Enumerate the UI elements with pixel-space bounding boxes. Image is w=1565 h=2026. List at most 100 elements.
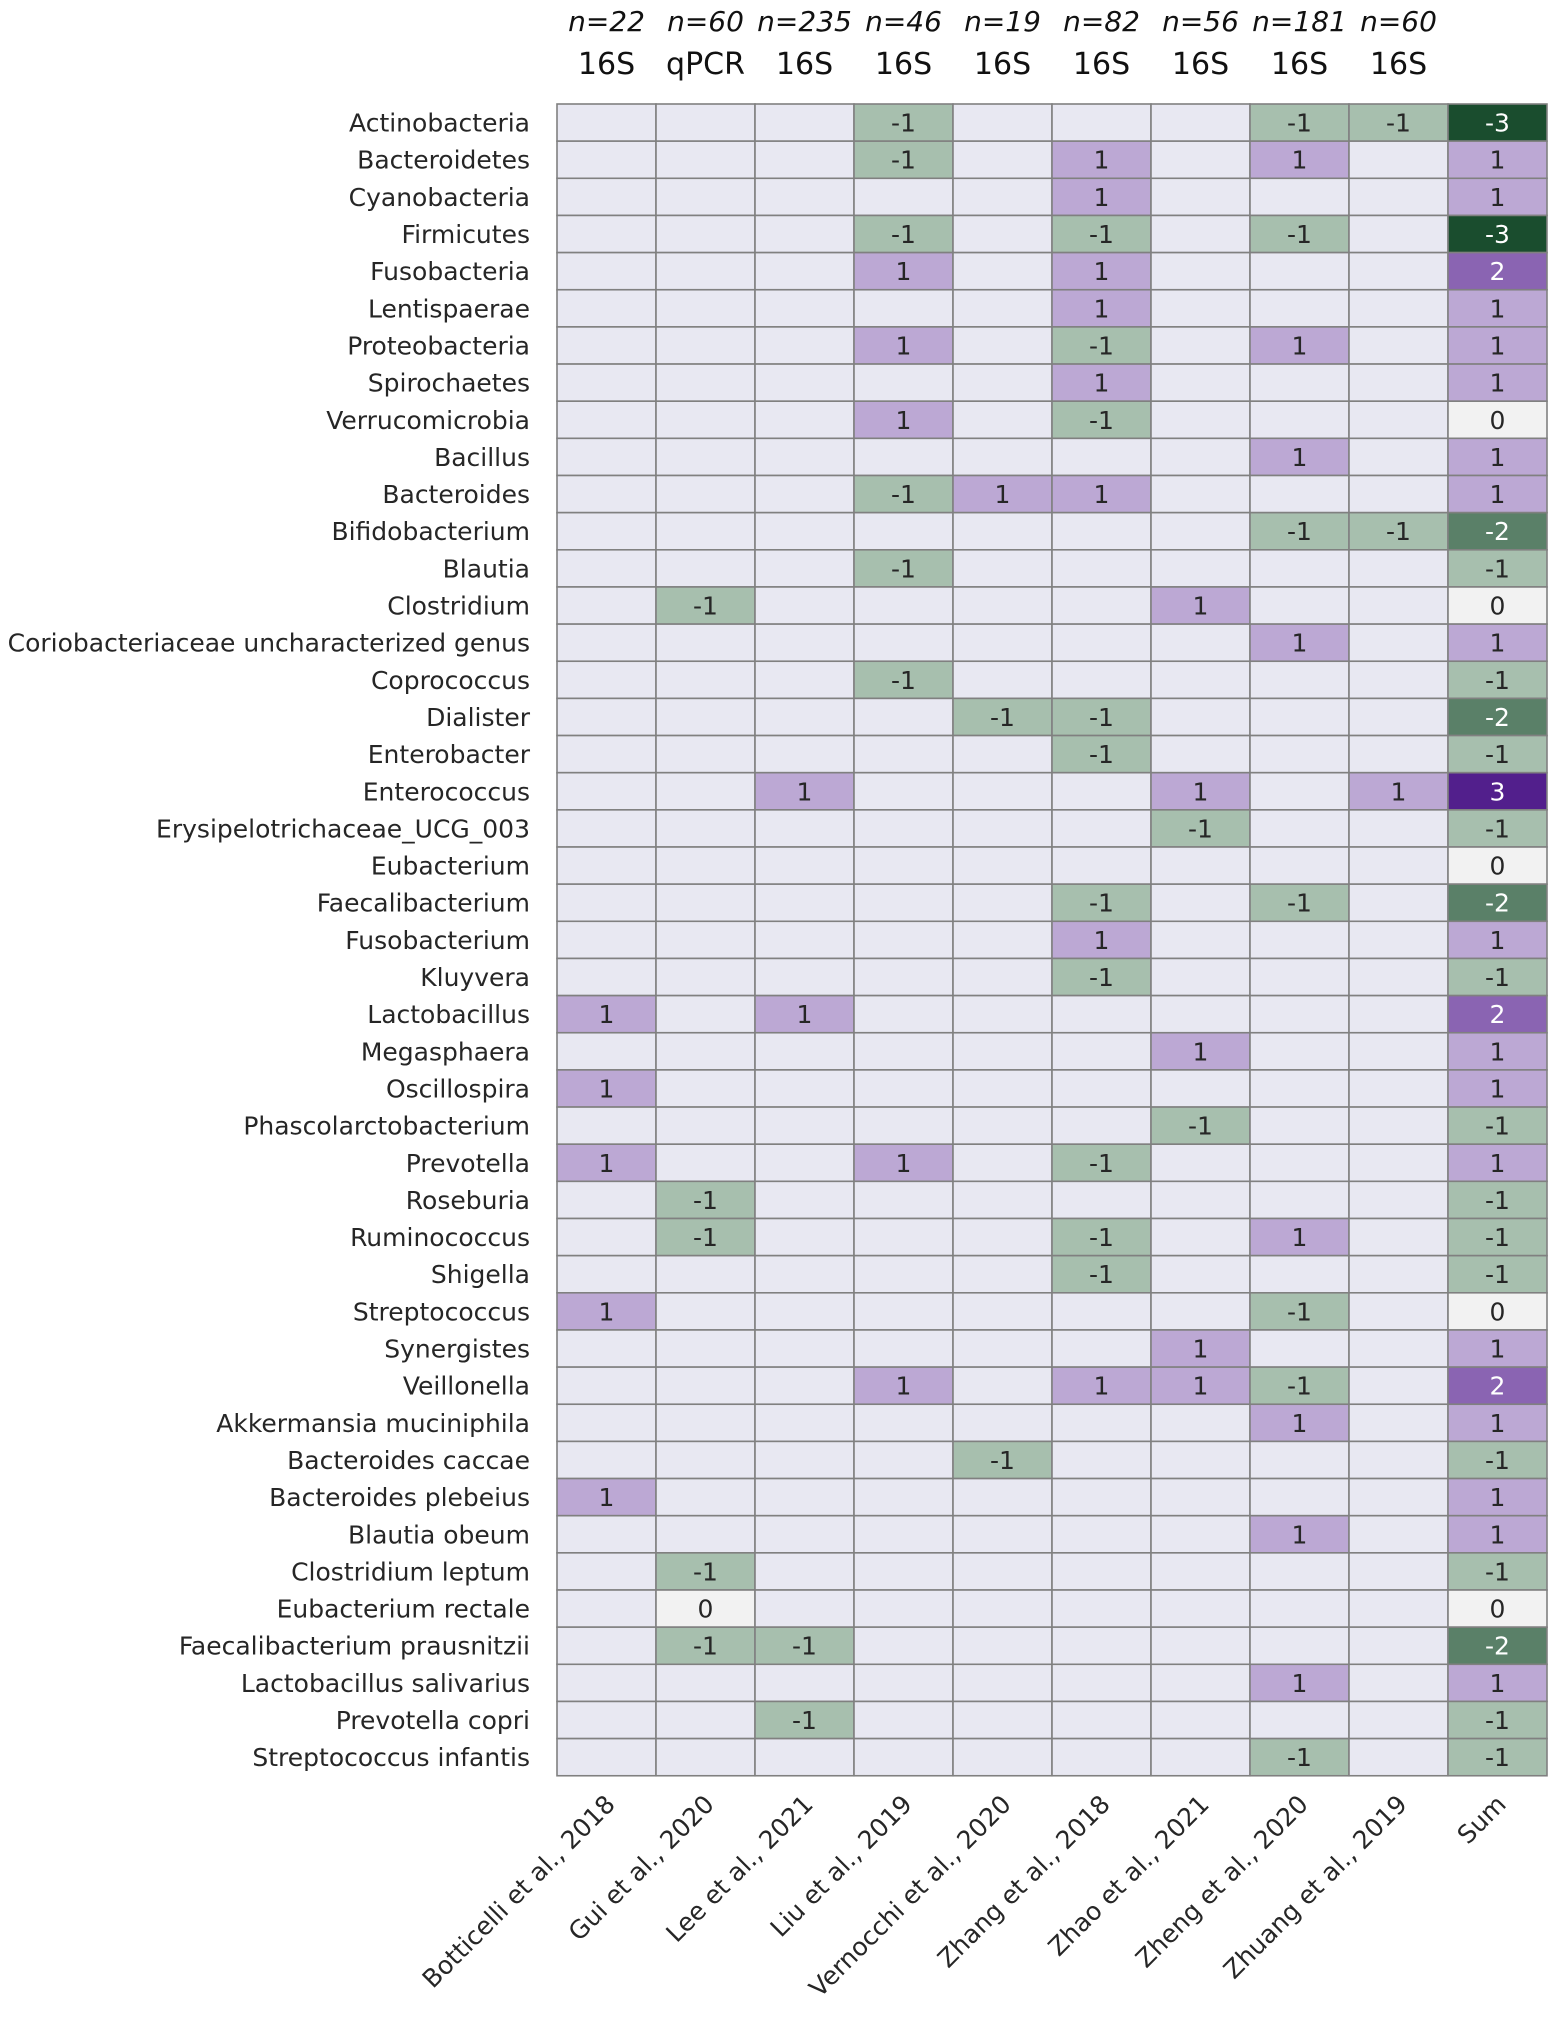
heatmap-cell xyxy=(655,251,756,291)
heatmap-cell xyxy=(952,1329,1053,1368)
heatmap-cell xyxy=(754,437,855,477)
heatmap-cell xyxy=(1447,177,1548,217)
heatmap-cell xyxy=(1348,734,1449,774)
heatmap-cell xyxy=(1447,1069,1548,1108)
heatmap-cell xyxy=(1051,883,1152,923)
heatmap-cell xyxy=(754,1440,855,1480)
heatmap-cell xyxy=(1150,1292,1251,1331)
heatmap-cell xyxy=(655,1143,756,1183)
heatmap-cell xyxy=(853,363,954,402)
heatmap-cell xyxy=(1150,1180,1251,1220)
heatmap-cell xyxy=(1348,1069,1449,1108)
heatmap-cell xyxy=(556,1589,657,1628)
cell-value-label: 1 xyxy=(1094,926,1110,955)
heatmap-cell xyxy=(754,400,855,440)
heatmap-cell xyxy=(1249,1069,1350,1108)
heatmap-cell xyxy=(1348,957,1449,997)
row-label: Shigella xyxy=(431,1260,530,1289)
heatmap-cell xyxy=(1150,1254,1251,1294)
cell-value-label: 1 xyxy=(896,331,912,360)
row-label: Proteobacteria xyxy=(347,331,530,360)
heatmap-cell xyxy=(655,1700,756,1740)
cell-value-label: 1 xyxy=(797,777,813,806)
heatmap-cell xyxy=(1447,1217,1548,1257)
heatmap-cell xyxy=(1249,697,1350,737)
heatmap-cell xyxy=(556,1700,657,1740)
heatmap-cell xyxy=(556,734,657,774)
cell-value-label: -1 xyxy=(1485,963,1510,992)
heatmap-cell xyxy=(1249,1329,1350,1368)
heatmap-cell xyxy=(1348,1180,1449,1220)
heatmap-cell xyxy=(1150,288,1251,328)
heatmap-cell xyxy=(556,1440,657,1480)
heatmap-cell xyxy=(754,586,855,625)
heatmap-cell xyxy=(754,1031,855,1071)
heatmap-cell xyxy=(1150,957,1251,997)
cell-value-label: 1 xyxy=(1490,1520,1506,1549)
heatmap-cell xyxy=(952,1180,1053,1220)
heatmap-cell xyxy=(853,1700,954,1740)
heatmap-cell xyxy=(952,957,1053,997)
cell-value-label: -1 xyxy=(1089,1149,1114,1178)
column-method-label: 16S xyxy=(974,47,1031,82)
column-method-label: 16S xyxy=(578,47,635,82)
heatmap-cell xyxy=(853,846,954,885)
heatmap-cell xyxy=(1447,140,1548,180)
heatmap-cell xyxy=(1447,326,1548,365)
heatmap-cell xyxy=(1447,1663,1548,1703)
heatmap-cell xyxy=(1348,548,1449,588)
cell-value-label: -1 xyxy=(1485,1260,1510,1289)
cell-value-label: 2 xyxy=(1490,1372,1506,1401)
cell-value-label: 1 xyxy=(1193,1335,1209,1364)
heatmap-cell xyxy=(655,140,756,180)
heatmap-cell xyxy=(853,697,954,737)
heatmap-cell xyxy=(1249,1737,1350,1777)
heatmap-cell xyxy=(1150,623,1251,663)
heatmap-cell xyxy=(754,177,855,217)
heatmap-cell xyxy=(853,1106,954,1146)
heatmap-cell xyxy=(1051,400,1152,440)
heatmap-cell xyxy=(655,511,756,551)
heatmap-cell xyxy=(1051,1552,1152,1591)
heatmap-cell xyxy=(1348,846,1449,885)
heatmap-cell xyxy=(1150,363,1251,402)
heatmap-cell xyxy=(1447,1180,1548,1220)
cell-value-label: 1 xyxy=(1193,592,1209,621)
heatmap-cell xyxy=(952,920,1053,960)
heatmap-cell xyxy=(1051,1254,1152,1294)
cell-value-label: -1 xyxy=(891,480,916,509)
heatmap-cell xyxy=(952,1106,1053,1146)
heatmap-cell xyxy=(1348,660,1449,700)
heatmap-cell xyxy=(853,994,954,1034)
heatmap-cell xyxy=(952,1254,1053,1294)
heatmap-cell xyxy=(1447,883,1548,923)
heatmap-cell xyxy=(1249,994,1350,1034)
heatmap-cell xyxy=(952,734,1053,774)
cell-value-label: -1 xyxy=(1188,1112,1213,1141)
heatmap-cell xyxy=(655,734,756,774)
heatmap-cell xyxy=(1348,994,1449,1034)
heatmap-cell xyxy=(853,1514,954,1554)
heatmap-cell xyxy=(952,1031,1053,1071)
cell-value-label: 1 xyxy=(1193,777,1209,806)
heatmap-cell xyxy=(1447,623,1548,663)
heatmap-cell xyxy=(853,920,954,960)
column-n-label: n=56 xyxy=(1162,5,1239,38)
heatmap-cell xyxy=(754,1069,855,1108)
heatmap-cell xyxy=(1447,1403,1548,1443)
cell-value-label: -1 xyxy=(990,703,1015,732)
cell-value-label: -1 xyxy=(1485,1743,1510,1772)
heatmap-cell xyxy=(1249,1403,1350,1443)
cell-value-label: -1 xyxy=(1485,554,1510,583)
heatmap-cell xyxy=(754,1737,855,1777)
heatmap-cell xyxy=(754,326,855,365)
heatmap-cell xyxy=(754,920,855,960)
heatmap-cell xyxy=(1249,177,1350,217)
heatmap-cell xyxy=(1150,1069,1251,1108)
row-label: Coprococcus xyxy=(371,666,530,695)
heatmap-cell xyxy=(952,623,1053,663)
cell-value-label: -1 xyxy=(693,1557,718,1586)
heatmap-cell xyxy=(1249,1477,1350,1517)
cell-value-label: 1 xyxy=(1490,1037,1506,1066)
heatmap-cell xyxy=(853,177,954,217)
